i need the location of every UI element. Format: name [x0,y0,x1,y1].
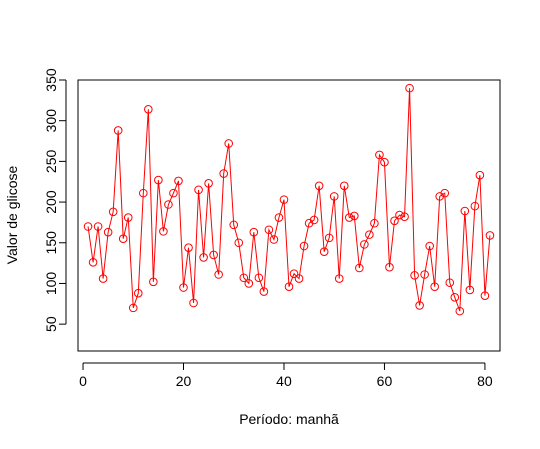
x-tick-label: 80 [477,373,493,389]
data-point [319,247,329,257]
data-point [450,292,460,302]
data-point [385,262,394,272]
y-axis: 50 100 150 200 250 300 350 [43,68,67,332]
data-point [365,230,374,239]
data-point [445,278,455,287]
data-point [209,250,218,260]
y-tick-label: 200 [43,190,59,214]
data-point [224,139,234,148]
data-point [88,257,98,267]
data-point [485,231,495,240]
data-point [118,234,128,243]
data-point [123,213,133,222]
data-point [133,288,143,298]
data-point [214,270,223,279]
data-point [164,200,173,209]
data-point [405,83,414,93]
data-point [355,263,364,273]
data-point [475,170,485,180]
data-point [430,282,439,292]
data-point [375,150,384,160]
data-point [128,303,138,313]
data-point [98,274,108,283]
data-point [219,169,228,178]
x-tick-label: 20 [176,373,192,389]
data-point [169,188,178,198]
data-point [179,283,188,292]
data-point [244,279,254,288]
data-point [229,220,239,230]
data-point [415,301,424,310]
data-point [264,225,274,235]
data-point [108,207,118,217]
y-tick-label: 150 [43,231,59,255]
data-point [199,253,208,262]
x-tick-label: 0 [79,373,87,389]
y-tick-label: 250 [43,149,59,173]
data-point [425,241,434,251]
y-tick-label: 300 [43,109,59,133]
series-line [87,88,491,312]
data-point [249,227,259,237]
data-point [103,227,113,237]
data-point [324,233,334,243]
data-point [400,212,409,222]
data-point [184,243,193,252]
data-point [360,240,369,249]
data-point [113,126,123,135]
data-point [159,227,168,236]
data-point [154,175,163,185]
data-point [83,222,93,231]
data-point [370,218,379,228]
data-point [254,273,264,283]
data-point [470,201,480,211]
y-tick-label: 350 [43,68,59,92]
x-axis: 0 20 40 60 80 [79,362,493,389]
y-tick-label: 100 [43,272,59,296]
x-axis-label: Período: manhã [239,411,339,427]
data-point [149,277,158,287]
x-tick-label: 60 [377,373,393,389]
data-point [239,273,249,283]
data-point [284,282,294,292]
data-point [380,157,389,167]
data-point [395,210,404,220]
data-point [460,206,470,216]
data-point [274,213,284,222]
x-tick-label: 40 [276,373,292,389]
data-point [234,238,244,248]
plot-frame [77,79,501,352]
data-point [259,287,269,296]
data-point [420,270,429,279]
data-point [390,216,399,226]
data-point [289,269,299,278]
data-point [299,241,309,251]
data-point [314,181,324,191]
data-point [204,179,213,188]
data-point [329,192,339,201]
data-point [344,213,354,222]
data-point [465,285,475,295]
data-point [294,274,304,283]
data-point [174,176,183,186]
data-point [350,211,359,221]
data-point [269,235,279,244]
data-point [93,222,103,231]
data-point [339,181,349,191]
data-point [144,105,153,114]
plot-marks [83,83,495,316]
y-axis-label: Valor de glicose [4,166,20,265]
data-point [189,298,198,308]
data-point [455,306,465,316]
y-tick-label: 50 [43,316,59,332]
data-point [279,195,289,204]
data-point [440,188,450,198]
data-point [309,215,319,225]
data-point [480,291,490,300]
data-point [334,274,344,283]
data-point [194,185,203,195]
data-point [410,271,419,280]
data-point [139,188,148,198]
